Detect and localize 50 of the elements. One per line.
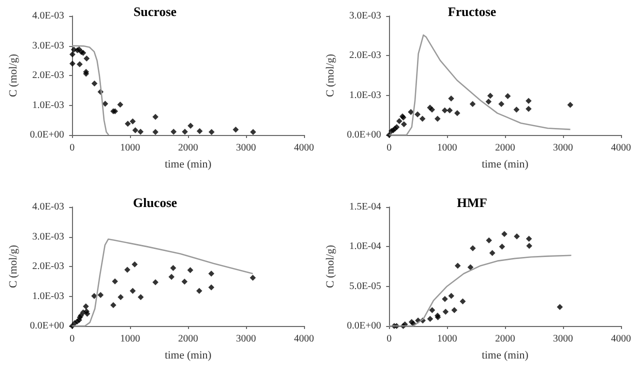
y-tick-label: 1.0E-03	[32, 100, 64, 111]
chart-title: HMF	[456, 195, 488, 210]
chart-title: Glucose	[132, 195, 178, 210]
x-tick-label: 2000	[178, 334, 198, 344]
y-tick-label: 3.0E-03	[32, 231, 64, 242]
chart-title: Sucrose	[133, 4, 177, 19]
y-axis-title: C (mol/g)	[324, 54, 336, 98]
x-tick-label: 1000	[120, 142, 140, 154]
y-tick-label: 1.0E-03	[32, 290, 64, 302]
y-axis-title: C (mol/g)	[8, 54, 20, 98]
x-tick-label: 1000	[120, 334, 140, 344]
y-tick-label: 4.0E-03	[32, 10, 64, 22]
y-tick-label: 2.0E-03	[349, 50, 382, 62]
y-tick-label: 0.0E+00	[346, 320, 382, 332]
x-tick-label: 3000	[236, 334, 256, 344]
y-tick-label: 1.0E-03	[349, 90, 382, 101]
x-tick-label: 4000	[611, 334, 631, 344]
y-tick-label: 3.0E-03	[349, 10, 382, 22]
x-tick-label: 3000	[553, 142, 574, 154]
x-tick-label: 0	[386, 334, 392, 344]
y-tick-label: 1.0E-04	[349, 241, 382, 252]
x-tick-label: 4000	[294, 142, 314, 154]
x-tick-label: 2000	[495, 334, 516, 344]
x-tick-label: 4000	[611, 142, 631, 154]
x-axis-title: time (min)	[164, 350, 212, 362]
y-axis-title: C (mol/g)	[324, 244, 336, 288]
x-tick-label: 2000	[495, 142, 516, 154]
x-tick-label: 3000	[553, 334, 574, 344]
y-tick-label: 3.0E-03	[32, 40, 64, 52]
y-tick-label: 1.5E-04	[349, 202, 382, 212]
y-tick-label: 2.0E-03	[32, 70, 64, 81]
x-tick-label: 3000	[236, 142, 256, 154]
y-tick-label: 0.0E+00	[346, 130, 382, 140]
x-axis-title: time (min)	[482, 350, 529, 362]
y-axis-title: C (mol/g)	[8, 244, 20, 288]
y-tick-label: 0.0E+00	[30, 320, 64, 332]
y-tick-label: 2.0E-03	[32, 261, 64, 272]
x-axis-title: time (min)	[164, 158, 212, 170]
chart-title: Fructose	[448, 4, 496, 19]
y-tick-label: 4.0E-03	[32, 202, 64, 212]
x-tick-label: 2000	[178, 142, 198, 154]
x-tick-label: 0	[70, 334, 75, 344]
x-tick-label: 0	[386, 142, 392, 154]
y-tick-label: 0.0E+00	[30, 130, 64, 140]
y-tick-label: 5.0E-05	[349, 280, 382, 292]
x-tick-label: 0	[70, 142, 75, 154]
x-tick-label: 1000	[437, 142, 458, 154]
x-tick-label: 1000	[437, 334, 458, 344]
x-axis-title: time (min)	[482, 158, 529, 170]
x-tick-label: 4000	[294, 334, 314, 344]
